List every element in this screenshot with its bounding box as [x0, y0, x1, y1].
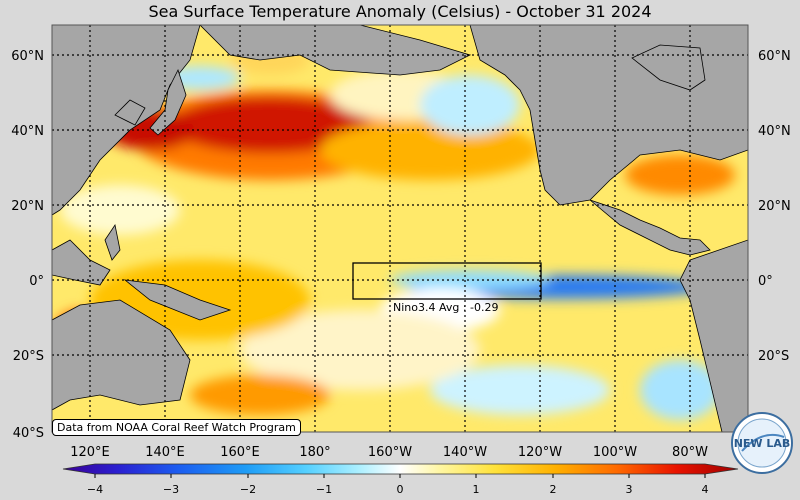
lon-label: 80°W: [672, 445, 708, 460]
lab-logo: NEW LAB: [731, 412, 793, 474]
nino34-box: [352, 262, 542, 300]
lon-label: 140°E: [145, 445, 185, 460]
logo-text: NEW LAB: [734, 437, 791, 450]
colorbar-tick-label: −4: [87, 483, 103, 496]
lat-labels-right: 60°N 40°N 20°N 0° 20°S: [758, 49, 791, 364]
lon-label: 140°W: [443, 445, 487, 460]
lat-label: 20°S: [13, 349, 44, 364]
lat-label: 20°S: [758, 349, 789, 364]
colorbar-tick-label: 4: [702, 483, 709, 496]
lat-label: 40°N: [11, 124, 44, 139]
lon-label: 180°: [299, 445, 330, 460]
lat-label: 60°N: [11, 49, 44, 64]
lat-label: 40°S: [13, 426, 44, 441]
lon-label: 120°W: [518, 445, 562, 460]
lat-label: 0°: [758, 274, 773, 289]
lat-labels-left: 60°N 40°N 20°N 0° 20°S 40°S: [11, 49, 44, 441]
lon-label: 100°W: [593, 445, 637, 460]
colorbar-tick-label: 1: [473, 483, 480, 496]
south-america-land: [679, 239, 748, 432]
lon-label: 120°E: [70, 445, 110, 460]
lat-label: 60°N: [758, 49, 791, 64]
lon-label: 160°E: [220, 445, 260, 460]
data-credit: Data from NOAA Coral Reef Watch Program: [52, 419, 301, 436]
nino34-label: Nino3.4 Avg : -0.29: [393, 301, 499, 314]
colorbar-tick-label: 2: [550, 483, 557, 496]
map-frame: [51, 24, 749, 433]
lat-label: 0°: [29, 274, 44, 289]
lat-label: 20°N: [758, 199, 791, 214]
colorbar-labels: −4 −3 −2 −1 0 1 2 3 4: [87, 483, 709, 496]
central-america-land: [589, 199, 711, 256]
lat-label: 40°N: [758, 124, 791, 139]
borneo-land: [52, 239, 111, 286]
map-title: Sea Surface Temperature Anomaly (Celsius…: [148, 2, 652, 21]
graticule: [52, 25, 748, 432]
australia-land: [52, 299, 191, 411]
anomaly-field: [52, 43, 745, 420]
colorbar: −4 −3 −2 −1 0 1 2 3 4: [62, 463, 739, 496]
lat-label: 20°N: [11, 199, 44, 214]
colorbar-tick-label: −3: [163, 483, 179, 496]
hudson-bay-coast: [631, 44, 706, 91]
colorbar-tick-label: −2: [240, 483, 256, 496]
colorbar-strip: [62, 463, 739, 475]
japan-land: [149, 68, 187, 136]
colorbar-ticks: [94, 474, 706, 478]
colorbar-tick-label: −1: [316, 483, 332, 496]
lon-label: 160°W: [368, 445, 412, 460]
alaska-land: [199, 25, 472, 76]
colorbar-tick-label: 0: [397, 483, 404, 496]
korea-japan: [114, 99, 146, 126]
colorbar-tick-label: 3: [626, 483, 633, 496]
philippines-land: [104, 223, 121, 261]
lon-labels: 120°E 140°E 160°E 180° 160°W 140°W 120°W…: [70, 445, 708, 460]
